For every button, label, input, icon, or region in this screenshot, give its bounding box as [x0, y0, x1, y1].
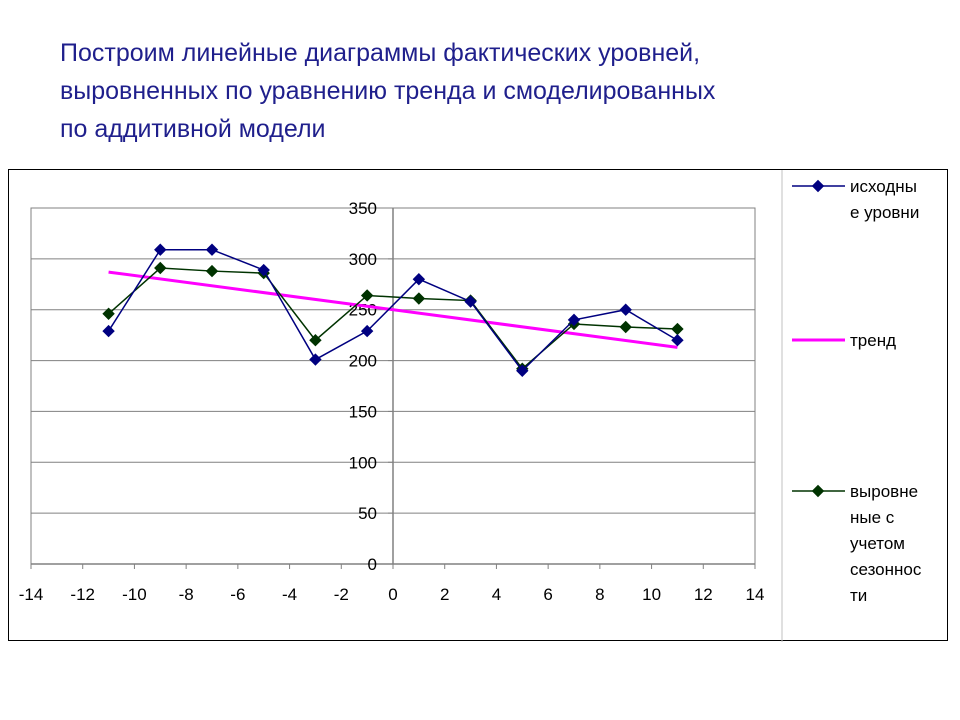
x-tick-label: -14	[19, 585, 44, 604]
x-tick-label: 10	[642, 585, 661, 604]
x-tick-label: 12	[694, 585, 713, 604]
series-line-trend	[108, 270, 678, 349]
data-point-initial-levels	[154, 243, 167, 256]
data-point-initial-levels	[309, 353, 322, 366]
data-point-initial-levels	[412, 272, 426, 286]
y-tick-label: 200	[349, 352, 377, 371]
data-point-initial-levels	[516, 364, 529, 377]
data-point-initial-levels	[464, 295, 477, 308]
data-point-seasonal-aligned	[309, 334, 322, 347]
legend-label-seasonal-aligned: сезоннос	[850, 560, 922, 579]
data-point-seasonal-aligned	[412, 292, 426, 305]
x-tick-label: 8	[595, 585, 604, 604]
legend-label-seasonal-aligned: выровне	[850, 482, 918, 501]
y-tick-label: 350	[349, 199, 377, 218]
x-tick-label: 4	[492, 585, 501, 604]
x-tick-label: -4	[282, 585, 297, 604]
legend-label-initial-levels: исходны	[850, 177, 917, 196]
title-line-3: по аддитивной модели	[60, 115, 326, 143]
data-point-initial-levels	[205, 243, 219, 256]
x-tick-label: 14	[746, 585, 765, 604]
data-point-initial-levels	[102, 324, 115, 338]
legend: исходны е уровни тренд выровне ные с учетом се…	[792, 177, 922, 605]
title-line-2: выровненных по уравнению тренда и смодел…	[60, 77, 716, 105]
data-point-initial-levels	[257, 263, 270, 277]
y-tick-label: 50	[358, 504, 377, 523]
data-point-initial-levels	[360, 324, 374, 338]
x-tick-label: 6	[543, 585, 552, 604]
y-tick-label: 0	[368, 555, 377, 574]
title-line-1: Построим линейные диаграммы фактических …	[60, 39, 701, 67]
data-point-seasonal-aligned	[619, 320, 632, 334]
x-tick-label: -10	[122, 585, 147, 604]
x-tick-label: -2	[334, 585, 349, 604]
data-point-seasonal-aligned	[102, 307, 115, 320]
series-line-initial-levels	[107, 248, 678, 372]
legend-label-seasonal-aligned: учетом	[850, 534, 905, 553]
data-point-seasonal-aligned	[154, 261, 167, 275]
series-line-seasonal-aligned	[108, 267, 678, 370]
x-tick-label: -6	[230, 585, 245, 604]
x-tick-label: 0	[388, 585, 397, 604]
y-tick-label: 300	[349, 250, 377, 269]
chart-frame: 0 50 100 150 200 250 300 350 -14 -12 -10 -8 -6 -4 -2 0 2…	[8, 169, 948, 642]
y-tick-label: 100	[349, 453, 377, 472]
legend-marker-seasonal-aligned	[811, 484, 825, 498]
data-point-initial-levels	[671, 334, 684, 347]
legend-label-seasonal-aligned: ти	[850, 586, 867, 605]
legend-label-seasonal-aligned: ные с	[850, 508, 895, 527]
data-point-initial-levels	[619, 303, 632, 316]
x-tick-label: -12	[70, 585, 95, 604]
legend-label-trend: тренд	[850, 331, 896, 350]
series	[102, 243, 684, 377]
data-point-seasonal-aligned	[360, 289, 374, 302]
legend-marker-initial-levels	[811, 179, 825, 193]
slide-title: Построим линейные диаграммы фактических …	[60, 34, 920, 148]
axes	[30, 207, 756, 569]
data-point-initial-levels	[567, 313, 581, 327]
x-tick-label: -8	[179, 585, 194, 604]
x-tick-label: 2	[440, 585, 449, 604]
data-point-seasonal-aligned	[205, 264, 219, 278]
legend-label-initial-levels: е уровни	[850, 203, 919, 222]
y-tick-label: 150	[349, 402, 377, 421]
